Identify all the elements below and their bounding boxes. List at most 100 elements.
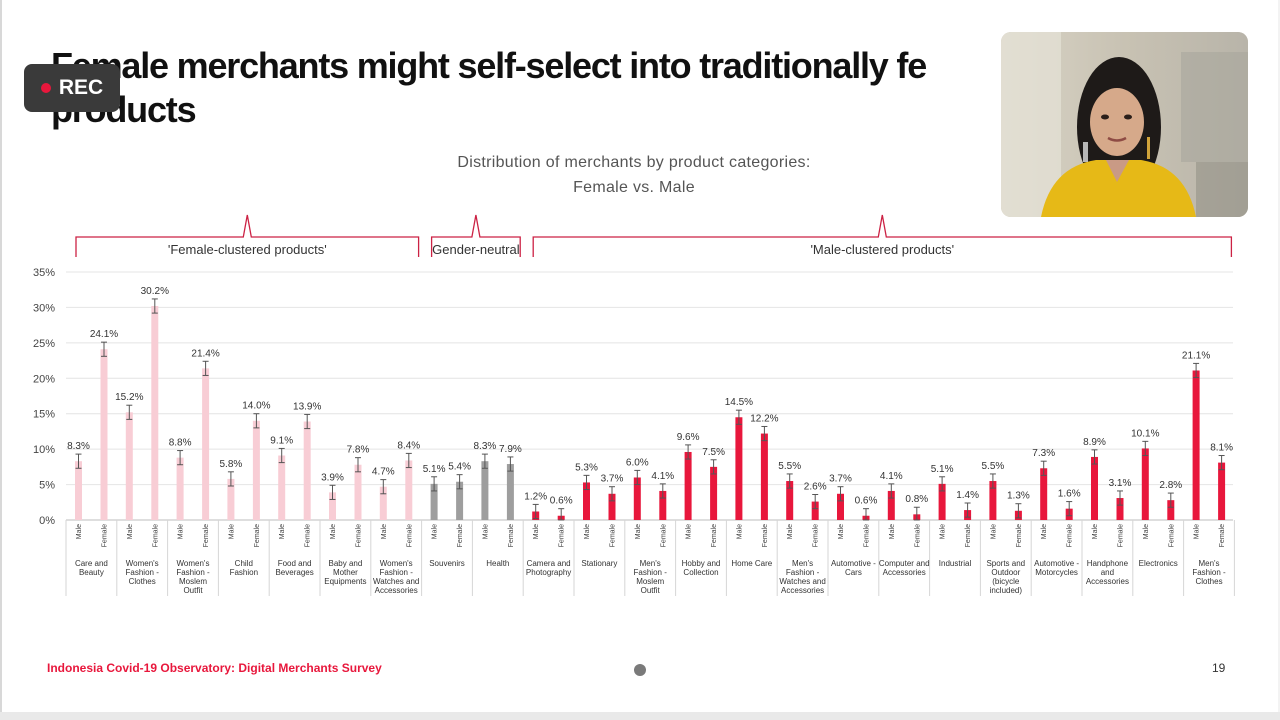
bar-sex-label: Male xyxy=(76,524,83,539)
bar-female xyxy=(760,433,768,520)
data-label: 3.7% xyxy=(829,474,852,485)
category-label: Men's Fashion -Watches and Accessories xyxy=(779,559,825,595)
category-label: Sports and Outdoor (bicycle included) xyxy=(986,559,1025,595)
bar-male xyxy=(125,412,133,520)
record-dot-icon xyxy=(40,83,51,93)
category-label: Souvenirs xyxy=(429,559,465,568)
category-label: Computer and Accessories xyxy=(879,559,930,577)
bar-sex-label: Female xyxy=(914,524,921,547)
bar-sex-label: Female xyxy=(660,524,667,547)
bracket-label: 'Male-clustered products' xyxy=(810,242,954,257)
data-label: 14.0% xyxy=(242,401,270,412)
bar-sex-label: Female xyxy=(559,524,566,547)
slide-pager-dot[interactable] xyxy=(634,664,646,676)
bar-sex-label: Male xyxy=(1092,524,1099,539)
bar-male xyxy=(633,477,641,520)
bar-female xyxy=(608,493,616,520)
bar-female xyxy=(1218,462,1226,520)
data-label: 4.7% xyxy=(372,467,395,478)
data-label: 5.3% xyxy=(575,462,598,473)
data-label: 30.2% xyxy=(141,286,169,297)
category-label: Women's Fashion -Watches and Accessories xyxy=(373,559,419,595)
bar-sex-label: Male xyxy=(330,524,337,539)
bar-sex-label: Female xyxy=(457,524,464,547)
bar-sex-label: Male xyxy=(1143,524,1150,539)
bar-female xyxy=(202,368,210,520)
data-label: 5.1% xyxy=(423,464,446,475)
bar-male xyxy=(329,492,336,520)
data-label: 1.2% xyxy=(524,491,547,502)
bar-male xyxy=(837,493,844,520)
category-label: Stationary xyxy=(581,559,617,568)
y-tick-label: 20% xyxy=(33,373,55,385)
bar-female xyxy=(710,466,718,520)
bar-female xyxy=(354,464,362,520)
bar-female xyxy=(405,460,413,520)
bar-sex-label: Male xyxy=(584,524,591,539)
presenter-video-thumbnail[interactable] xyxy=(1001,32,1248,217)
bar-female xyxy=(100,349,108,520)
group-bracket xyxy=(430,214,521,257)
category-label: Food and Beverages xyxy=(275,559,313,577)
data-label: 5.1% xyxy=(931,464,954,475)
bar-sex-label: Male xyxy=(482,524,489,539)
bar-male xyxy=(735,417,743,520)
data-label: 5.5% xyxy=(982,461,1005,472)
category-label: Electronics xyxy=(1139,559,1178,568)
bar-male xyxy=(583,482,590,520)
bar-sex-label: Female xyxy=(610,524,617,547)
bar-sex-label: Male xyxy=(1041,524,1048,539)
data-label: 4.1% xyxy=(651,471,674,482)
data-label: 12.2% xyxy=(750,413,778,424)
bar-female xyxy=(1167,500,1175,520)
category-label: Health xyxy=(486,559,509,568)
category-label: Industrial xyxy=(939,559,972,568)
bar-sex-label: Male xyxy=(736,524,743,539)
bar-sex-label: Male xyxy=(432,524,439,539)
bar-male xyxy=(75,461,82,520)
y-tick-label: 25% xyxy=(33,338,55,350)
bar-sex-label: Male xyxy=(381,524,388,539)
bar-sex-label: Male xyxy=(279,524,286,539)
bar-sex-label: Female xyxy=(1118,524,1125,547)
bar-male xyxy=(176,457,184,520)
data-label: 1.3% xyxy=(1007,491,1030,502)
data-label: 5.8% xyxy=(220,459,243,470)
bar-sex-label: Male xyxy=(838,524,845,539)
bar-sex-label: Female xyxy=(254,524,261,547)
bar-male xyxy=(887,490,895,520)
bar-female xyxy=(151,306,159,520)
bar-male xyxy=(684,451,692,520)
bar-sex-label: Female xyxy=(813,524,820,547)
bar-male xyxy=(379,486,387,520)
bracket-label: Gender-neutral xyxy=(432,242,520,257)
bar-sex-label: Female xyxy=(356,524,363,547)
data-label: 2.6% xyxy=(804,481,827,492)
data-label: 0.6% xyxy=(855,496,878,507)
data-label: 8.1% xyxy=(1210,443,1233,454)
data-label: 2.8% xyxy=(1159,480,1182,491)
category-label: Women's Fashion -Moslem Outfit xyxy=(176,559,210,595)
bar-male xyxy=(1040,468,1048,520)
bar-sex-label: Female xyxy=(1067,524,1074,547)
y-tick-label: 10% xyxy=(33,444,55,456)
data-label: 0.8% xyxy=(905,494,928,505)
bar-sex-label: Male xyxy=(990,524,997,539)
data-label: 3.1% xyxy=(1109,478,1132,489)
chart-heading-line-1: Distribution of merchants by product cat… xyxy=(457,154,811,171)
data-label: 3.9% xyxy=(321,472,344,483)
data-label: 8.9% xyxy=(1083,437,1106,448)
bar-sex-label: Female xyxy=(864,524,871,547)
bar-sex-label: Female xyxy=(406,524,413,547)
data-label: 4.1% xyxy=(880,471,903,482)
bar-sex-label: Female xyxy=(102,524,109,547)
data-label: 3.7% xyxy=(601,474,624,485)
category-label: Men's Fashion -Clothes xyxy=(1192,559,1226,586)
bar-sex-label: Female xyxy=(203,524,210,547)
category-label: Automotive -Cars xyxy=(831,559,876,577)
bar-sex-label: Male xyxy=(228,524,235,539)
bar-sex-label: Female xyxy=(1016,524,1023,547)
category-label: Home Care xyxy=(731,559,772,568)
recording-indicator[interactable]: REC xyxy=(24,64,120,112)
